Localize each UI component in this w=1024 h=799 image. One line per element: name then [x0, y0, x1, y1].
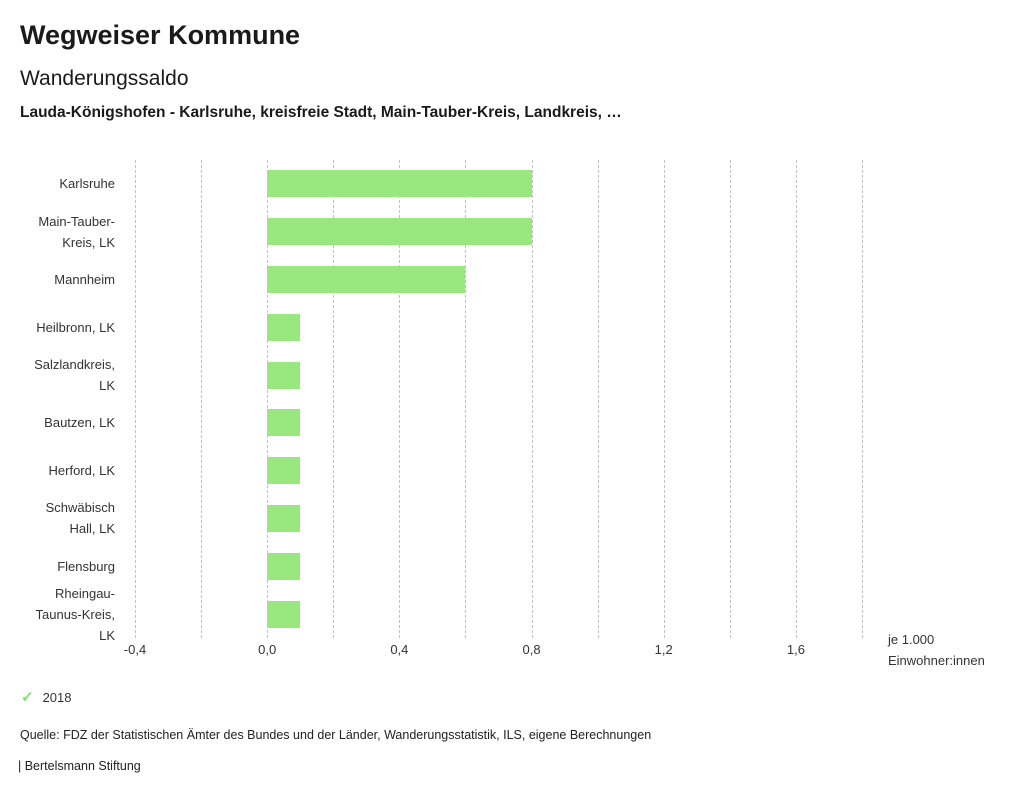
gridline [333, 160, 335, 638]
source-note: Quelle: FDZ der Statistischen Ämter des … [20, 728, 652, 742]
bar-rheingau-taunus-kreis-lk [267, 600, 301, 628]
category-label: Main-Tauber-Kreis, LK [38, 213, 115, 250]
bar-flensburg [267, 552, 301, 580]
bar-mannheim [267, 266, 466, 293]
page-title: Wegweiser Kommune [20, 20, 301, 50]
bar-main-tauber-kreis-lk [267, 218, 532, 246]
bar-schw-bisch-hall-lk [267, 505, 301, 532]
category-label: Salzlandkreis, LK [34, 357, 115, 394]
category-label: Flensburg [57, 558, 115, 574]
legend-year-label: 2018 [42, 689, 72, 705]
category-label: Rheingau-Taunus-Kreis, LK [35, 585, 115, 643]
legend-item-2018[interactable]: ✓ 2018 [21, 688, 72, 706]
gridline [135, 160, 136, 638]
bar-bautzen-lk [267, 409, 301, 437]
plot-area [135, 160, 863, 638]
gridline [465, 160, 467, 638]
x-axis: -0,4 0,0 0,4 0,8 1,2 1,6 [124, 642, 862, 660]
category-label: Mannheim [54, 271, 115, 287]
x-tick-label: 0,0 [258, 642, 277, 657]
x-tick-label: -0,4 [123, 642, 147, 657]
x-tick-label: 1,6 [786, 642, 805, 657]
bar-karlsruhe [267, 170, 532, 198]
gridline [663, 160, 665, 638]
gridline [531, 160, 533, 638]
category-axis: Karlsruhe Main-Tauber-Kreis, LK Mannheim He… [0, 160, 125, 643]
category-label: Schwäbisch Hall, LK [45, 500, 115, 537]
axis-unit-label: je 1.000 Einwohner:innen [888, 629, 985, 671]
bar-herford-lk [267, 457, 301, 485]
gridline [267, 160, 269, 638]
axis-unit-line2: Einwohner:innen [888, 653, 985, 668]
bar-salzlandkreis-lk [267, 361, 301, 389]
gridline [795, 160, 797, 638]
x-tick-label: 1,2 [654, 642, 673, 657]
gridline [729, 160, 731, 638]
bar-heilbronn-lk [267, 313, 301, 341]
chart-description: Lauda-Königshofen - Karlsruhe, kreisfrei… [20, 104, 622, 121]
gridline [399, 160, 401, 638]
category-label: Heilbronn, LK [36, 319, 115, 335]
category-label: Bautzen, LK [44, 415, 115, 431]
gridline [201, 160, 203, 638]
gridline [862, 160, 863, 638]
check-icon: ✓ [21, 689, 34, 706]
gridline [597, 160, 599, 638]
brand-note: | Bertelsmann Stiftung [18, 759, 141, 773]
x-tick-label: 0,8 [522, 642, 541, 657]
x-tick-label: 0,4 [390, 642, 409, 657]
category-label: Karlsruhe [59, 176, 115, 192]
axis-unit-line1: je 1.000 [888, 632, 935, 647]
category-label: Herford, LK [48, 463, 115, 479]
chart-title: Wanderungssaldo [20, 67, 189, 90]
